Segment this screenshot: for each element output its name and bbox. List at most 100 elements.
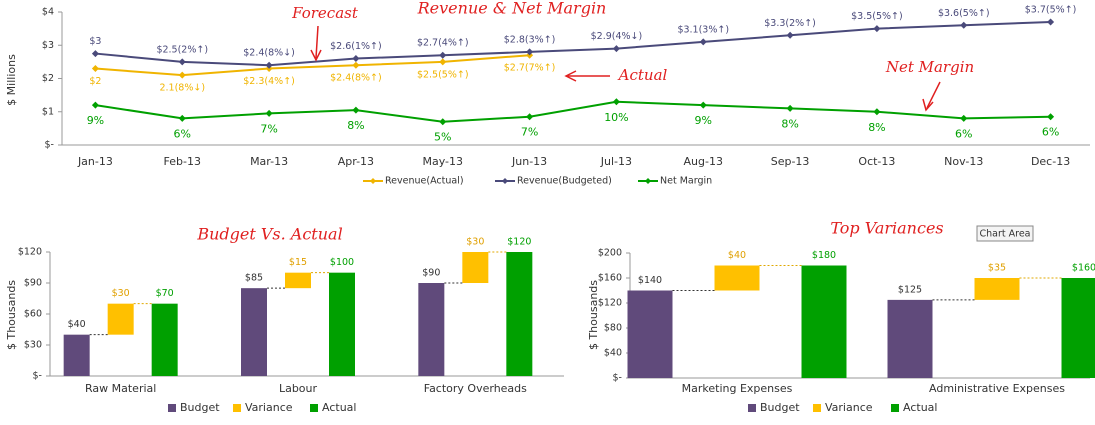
x-tick-label: Feb-13 (164, 155, 201, 168)
legend-label: Variance (825, 401, 873, 414)
x-tick-label: Aug-13 (684, 155, 723, 168)
y-tick-label: $120 (18, 247, 42, 258)
legend-swatch (233, 404, 241, 412)
x-tick-label: Jan-13 (77, 155, 113, 168)
margin-label: 7% (521, 126, 538, 139)
value-label: $125 (898, 284, 922, 295)
bar (974, 278, 1020, 300)
x-tick-label: May-13 (422, 155, 463, 168)
margin-label: 9% (695, 114, 712, 127)
value-label: $3.6(5%↑) (938, 8, 990, 19)
bar (151, 303, 178, 376)
y-tick-label: $80 (604, 323, 622, 334)
legend-label: Revenue(Actual) (385, 176, 464, 187)
legend-marker (645, 178, 651, 184)
margin-label: 7% (260, 122, 277, 135)
point (612, 45, 620, 53)
value-label: $15 (289, 257, 307, 268)
x-tick-label: Labour (279, 382, 318, 395)
bar (107, 303, 134, 335)
point (786, 104, 794, 112)
value-label: $2.8(3%↑) (504, 34, 556, 45)
x-tick-label: Nov-13 (944, 155, 983, 168)
annotation: Net Margin (885, 58, 974, 76)
point (526, 48, 534, 56)
annotation-arrow (315, 25, 319, 59)
chart-title: Top Variances (830, 219, 943, 238)
legend-label: Budget (760, 401, 800, 414)
point (91, 65, 99, 73)
value-label: $85 (245, 273, 263, 284)
value-label: $2.5(2%↑) (156, 44, 208, 55)
point (786, 31, 794, 39)
point (352, 61, 360, 69)
value-label: $30 (112, 288, 130, 299)
y-tick-label: $200 (598, 248, 622, 259)
x-tick-label: Oct-13 (858, 155, 895, 168)
x-tick-label: Jul-13 (600, 155, 632, 168)
x-tick-label: Administrative Expenses (929, 382, 1065, 395)
legend-swatch (310, 404, 318, 412)
legend-label: Budget (180, 401, 220, 414)
bar (714, 265, 760, 291)
point (960, 21, 968, 29)
value-label: $160 (1072, 263, 1095, 274)
legend-label: Revenue(Budgeted) (517, 176, 612, 187)
y-tick-label: $- (45, 140, 54, 151)
margin-label: 8% (868, 121, 885, 134)
y-axis-label: $ Thousands (587, 280, 600, 350)
bar (462, 252, 489, 283)
y-tick-label: $3 (42, 40, 54, 51)
annotation-arrowhead (310, 49, 322, 62)
margin-label: 6% (174, 127, 191, 140)
y-tick-label: $4 (42, 7, 54, 18)
value-label: $140 (638, 275, 662, 286)
value-label: $40 (68, 319, 86, 330)
value-label: $180 (812, 250, 836, 261)
value-label: $2.4(8%↓) (243, 48, 295, 59)
point (612, 98, 620, 106)
value-label: $3.7(5%↑) (1025, 4, 1077, 15)
y-tick-label: $60 (24, 309, 42, 320)
y-axis-label: $ Thousands (5, 280, 18, 350)
x-tick-label: Jun-13 (511, 155, 547, 168)
y-tick-label: $30 (24, 340, 42, 351)
value-label: $2.5(5%↑) (417, 69, 469, 80)
point (1047, 113, 1055, 121)
margin-label: 6% (1042, 126, 1059, 139)
y-tick-label: $40 (604, 348, 622, 359)
legend-label: Variance (245, 401, 293, 414)
point (265, 109, 273, 117)
bar (801, 265, 847, 378)
value-label: $2.7(7%↑) (504, 63, 556, 74)
chart-title: Budget Vs. Actual (196, 225, 342, 244)
point (439, 58, 447, 66)
bar (241, 288, 267, 376)
y-tick-label: $120 (598, 298, 622, 309)
legend-swatch (748, 404, 756, 412)
legend-swatch (168, 404, 176, 412)
y-tick-label: $160 (598, 273, 622, 284)
margin-label: 6% (955, 127, 972, 140)
x-tick-label: Mar-13 (250, 155, 288, 168)
x-tick-label: Marketing Expenses (682, 382, 793, 395)
point (439, 118, 447, 126)
value-label: $40 (728, 250, 746, 261)
series-line (95, 54, 530, 77)
y-tick-label: $- (33, 371, 42, 382)
value-label: $2.6(1%↑) (330, 41, 382, 52)
margin-label: 8% (347, 119, 364, 132)
y-tick-label: $90 (24, 278, 42, 289)
value-label: $3.5(5%↑) (851, 11, 903, 22)
point (265, 61, 273, 69)
bar (506, 252, 533, 376)
annotation-arrowhead (922, 98, 934, 112)
value-label: $100 (330, 257, 354, 268)
value-label: $2 (89, 76, 101, 87)
bar (627, 290, 673, 378)
value-label: $70 (156, 288, 174, 299)
x-tick-label: Apr-13 (338, 155, 374, 168)
y-tick-label: $- (613, 373, 622, 384)
point (873, 25, 881, 33)
